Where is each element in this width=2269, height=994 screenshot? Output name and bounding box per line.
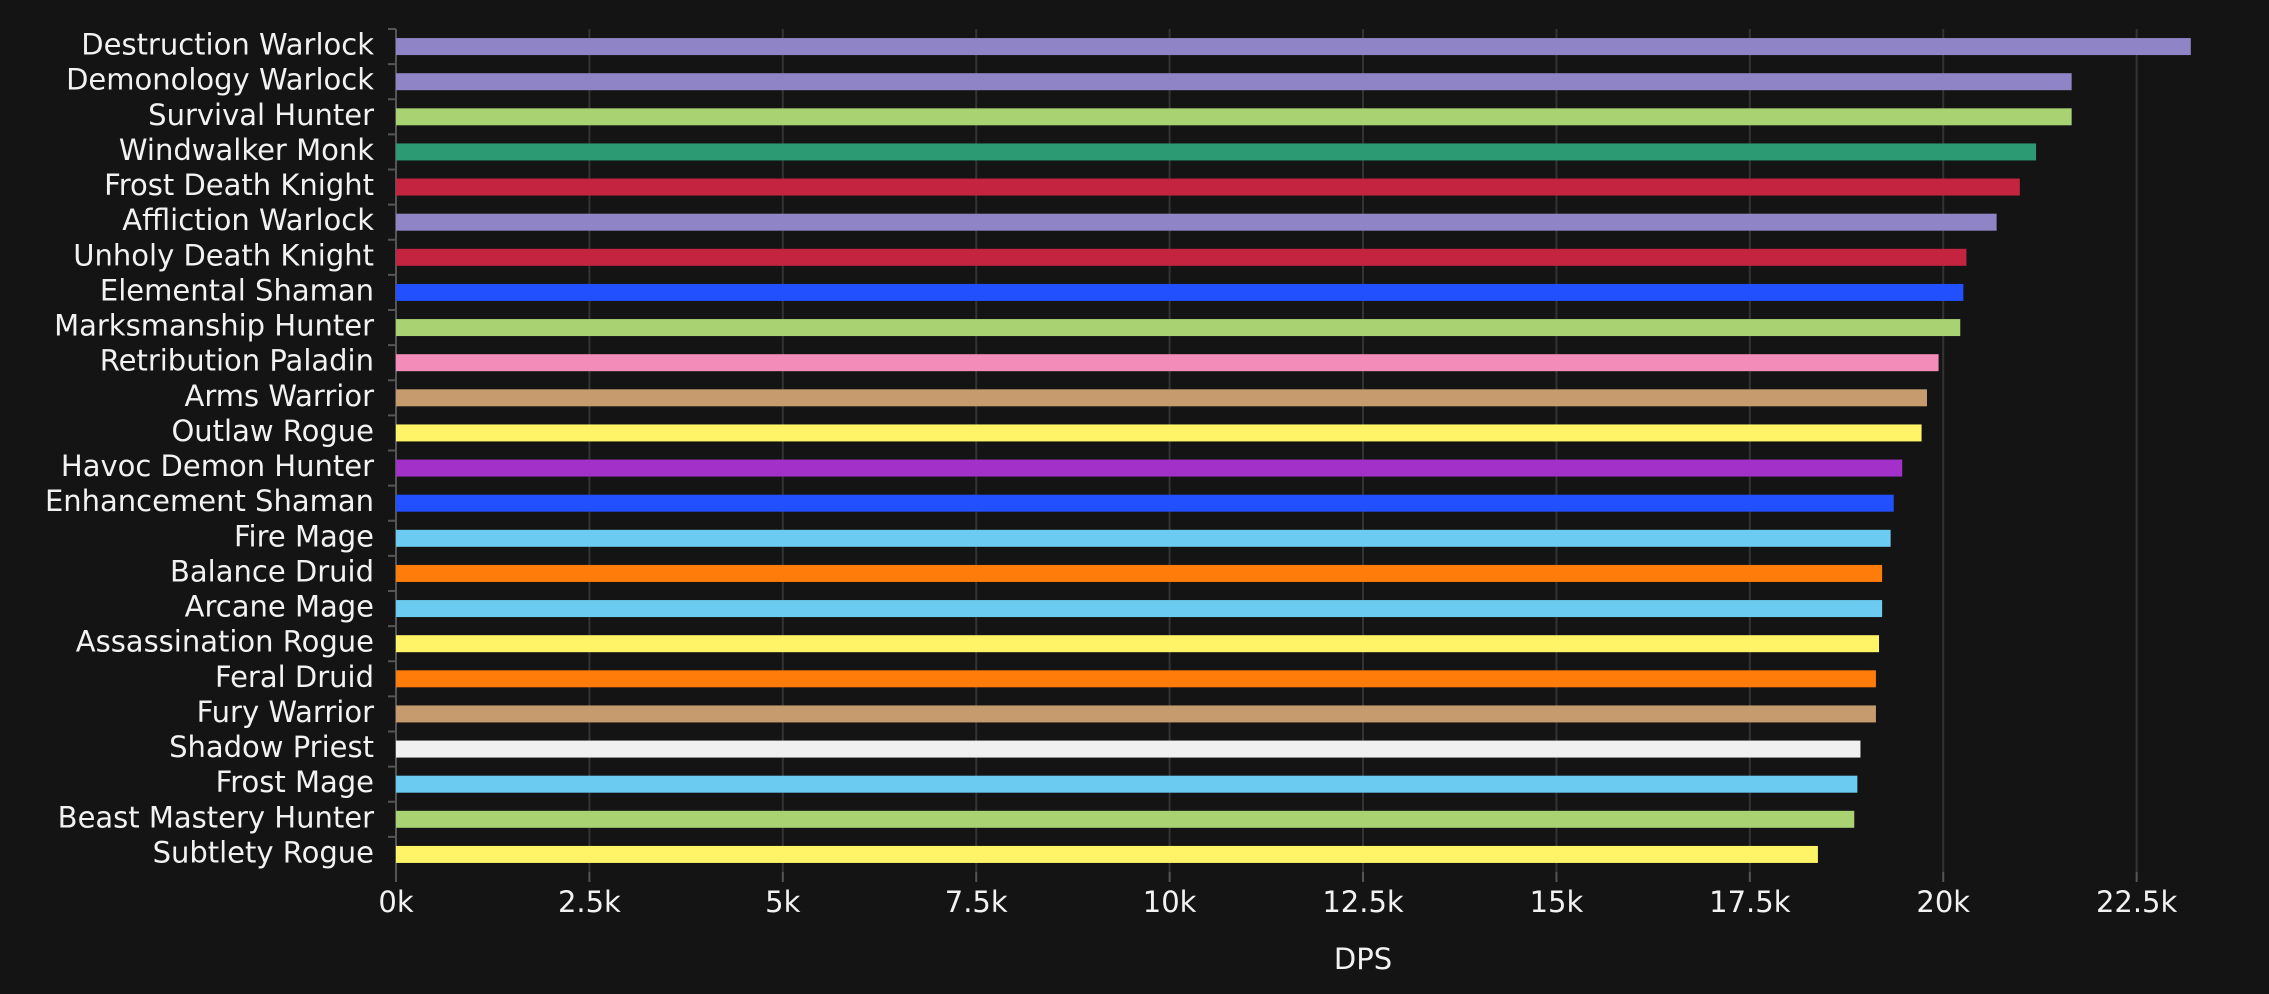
bar xyxy=(396,108,2072,126)
y-tick-label: Affliction Warlock xyxy=(122,203,374,237)
y-tick-label: Survival Hunter xyxy=(148,98,374,132)
bar xyxy=(396,740,1861,758)
y-tick-label: Retribution Paladin xyxy=(100,344,374,378)
bar xyxy=(396,494,1894,512)
y-tick-label: Outlaw Rogue xyxy=(171,414,374,448)
y-tick-label: Fury Warrior xyxy=(197,695,375,729)
x-tick-label: 15k xyxy=(1530,885,1584,919)
bar xyxy=(396,810,1855,828)
y-tick-label: Frost Death Knight xyxy=(104,168,374,202)
y-tick-label: Shadow Priest xyxy=(169,730,374,764)
x-tick-label: 7.5k xyxy=(945,885,1008,919)
x-tick-label: 5k xyxy=(765,885,800,919)
x-tick-label: 17.5k xyxy=(1709,885,1791,919)
y-tick-label: Frost Mage xyxy=(216,765,374,799)
bar xyxy=(396,845,1818,863)
bar xyxy=(396,459,1903,477)
x-tick-label: 10k xyxy=(1143,885,1197,919)
x-tick-label: 20k xyxy=(1916,885,1970,919)
bar xyxy=(396,248,1967,266)
bar xyxy=(396,213,1997,231)
bar xyxy=(396,635,1880,653)
y-tick-label: Windwalker Monk xyxy=(119,133,374,167)
bar xyxy=(396,529,1891,547)
bar xyxy=(396,178,2020,196)
y-tick-label: Demonology Warlock xyxy=(66,63,374,97)
x-tick-label: 2.5k xyxy=(558,885,621,919)
bar xyxy=(396,600,1883,618)
y-tick-label: Arms Warrior xyxy=(185,379,375,413)
bar xyxy=(396,564,1883,582)
x-tick-label: 0k xyxy=(378,885,413,919)
bar xyxy=(396,143,2037,161)
bar xyxy=(396,670,1876,688)
bar xyxy=(396,354,1939,372)
y-tick-label: Destruction Warlock xyxy=(81,28,374,62)
bar xyxy=(396,424,1922,442)
y-tick-label: Balance Druid xyxy=(170,554,374,588)
y-tick-label: Marksmanship Hunter xyxy=(54,309,374,343)
y-tick-label: Enhancement Shaman xyxy=(45,484,374,518)
y-tick-label: Subtlety Rogue xyxy=(153,835,374,869)
y-tick-label: Assassination Rogue xyxy=(76,625,374,659)
y-tick-label: Feral Druid xyxy=(215,660,374,694)
y-tick-label: Elemental Shaman xyxy=(100,273,374,307)
x-tick-label: 22.5k xyxy=(2096,885,2178,919)
bar xyxy=(396,38,2191,56)
bar xyxy=(396,705,1876,723)
bar xyxy=(396,389,1927,407)
y-tick-label: Beast Mastery Hunter xyxy=(58,800,374,834)
bar xyxy=(396,319,1961,337)
y-tick-label: Unholy Death Knight xyxy=(73,238,374,272)
x-tick-label: 12.5k xyxy=(1322,885,1404,919)
bar xyxy=(396,73,2072,91)
y-tick-label: Arcane Mage xyxy=(185,590,374,624)
y-tick-label: Fire Mage xyxy=(234,519,374,553)
y-tick-label: Havoc Demon Hunter xyxy=(61,449,374,483)
x-axis-label: DPS xyxy=(1334,942,1392,976)
bar xyxy=(396,775,1858,793)
bar xyxy=(396,283,1964,301)
